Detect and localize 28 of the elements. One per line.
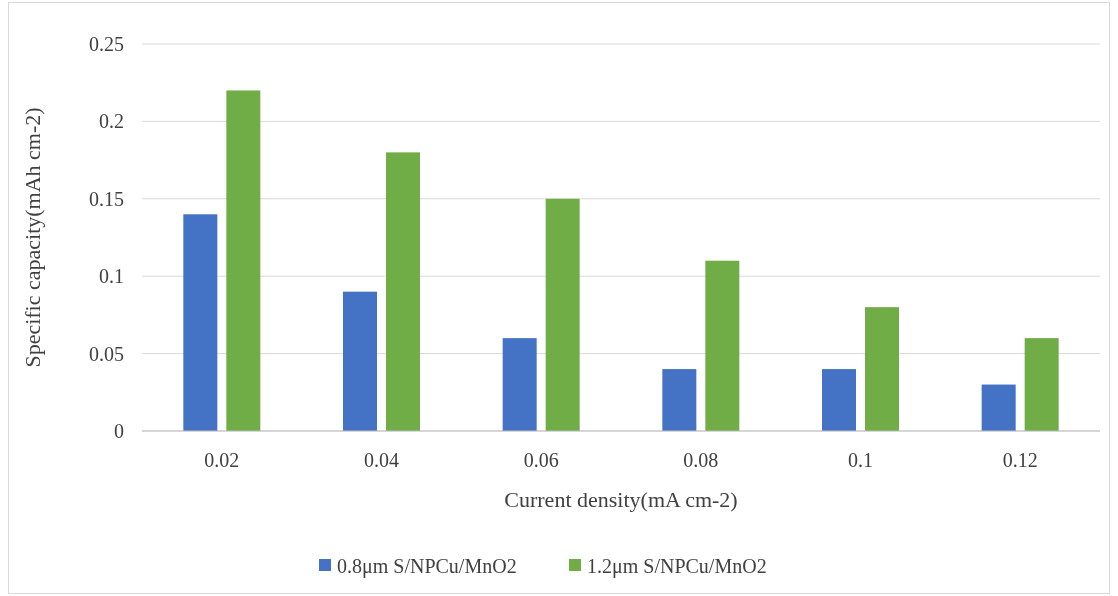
- x-tick-label: 0.06: [523, 449, 559, 471]
- legend-label: 0.8μm S/NPCu/MnO2: [337, 555, 517, 578]
- bar: [865, 307, 899, 431]
- bar: [545, 198, 580, 431]
- bar: [226, 90, 261, 431]
- y-axis-title: Specific capacity(mAh cm-2): [20, 107, 45, 368]
- x-tick-label: 0.08: [683, 449, 719, 471]
- x-axis-title: Current density(mA cm-2): [504, 487, 738, 512]
- y-tick-label: 0.1: [99, 265, 124, 288]
- bar: [183, 214, 218, 431]
- bar: [343, 291, 377, 431]
- y-tick-label: 0.05: [89, 342, 124, 365]
- y-tick-label: 0: [114, 420, 124, 442]
- bar: [981, 384, 1016, 431]
- x-tick-label: 0.04: [364, 449, 399, 471]
- y-tick-label: 0.2: [99, 110, 124, 133]
- bar: [502, 338, 537, 431]
- legend-label: 1.2μm S/NPCu/MnO2: [587, 555, 767, 578]
- x-tick-label: 0.12: [1002, 449, 1038, 471]
- x-tick-label: 0.02: [204, 449, 240, 471]
- y-tick-label: 0.15: [89, 187, 124, 210]
- bar: [705, 260, 740, 431]
- bar: [386, 152, 420, 431]
- y-tick-label: 0.25: [89, 33, 124, 55]
- bar: [662, 369, 697, 431]
- x-tick-label: 0.1: [848, 449, 873, 471]
- bar: [1024, 338, 1059, 431]
- bar: [822, 369, 856, 431]
